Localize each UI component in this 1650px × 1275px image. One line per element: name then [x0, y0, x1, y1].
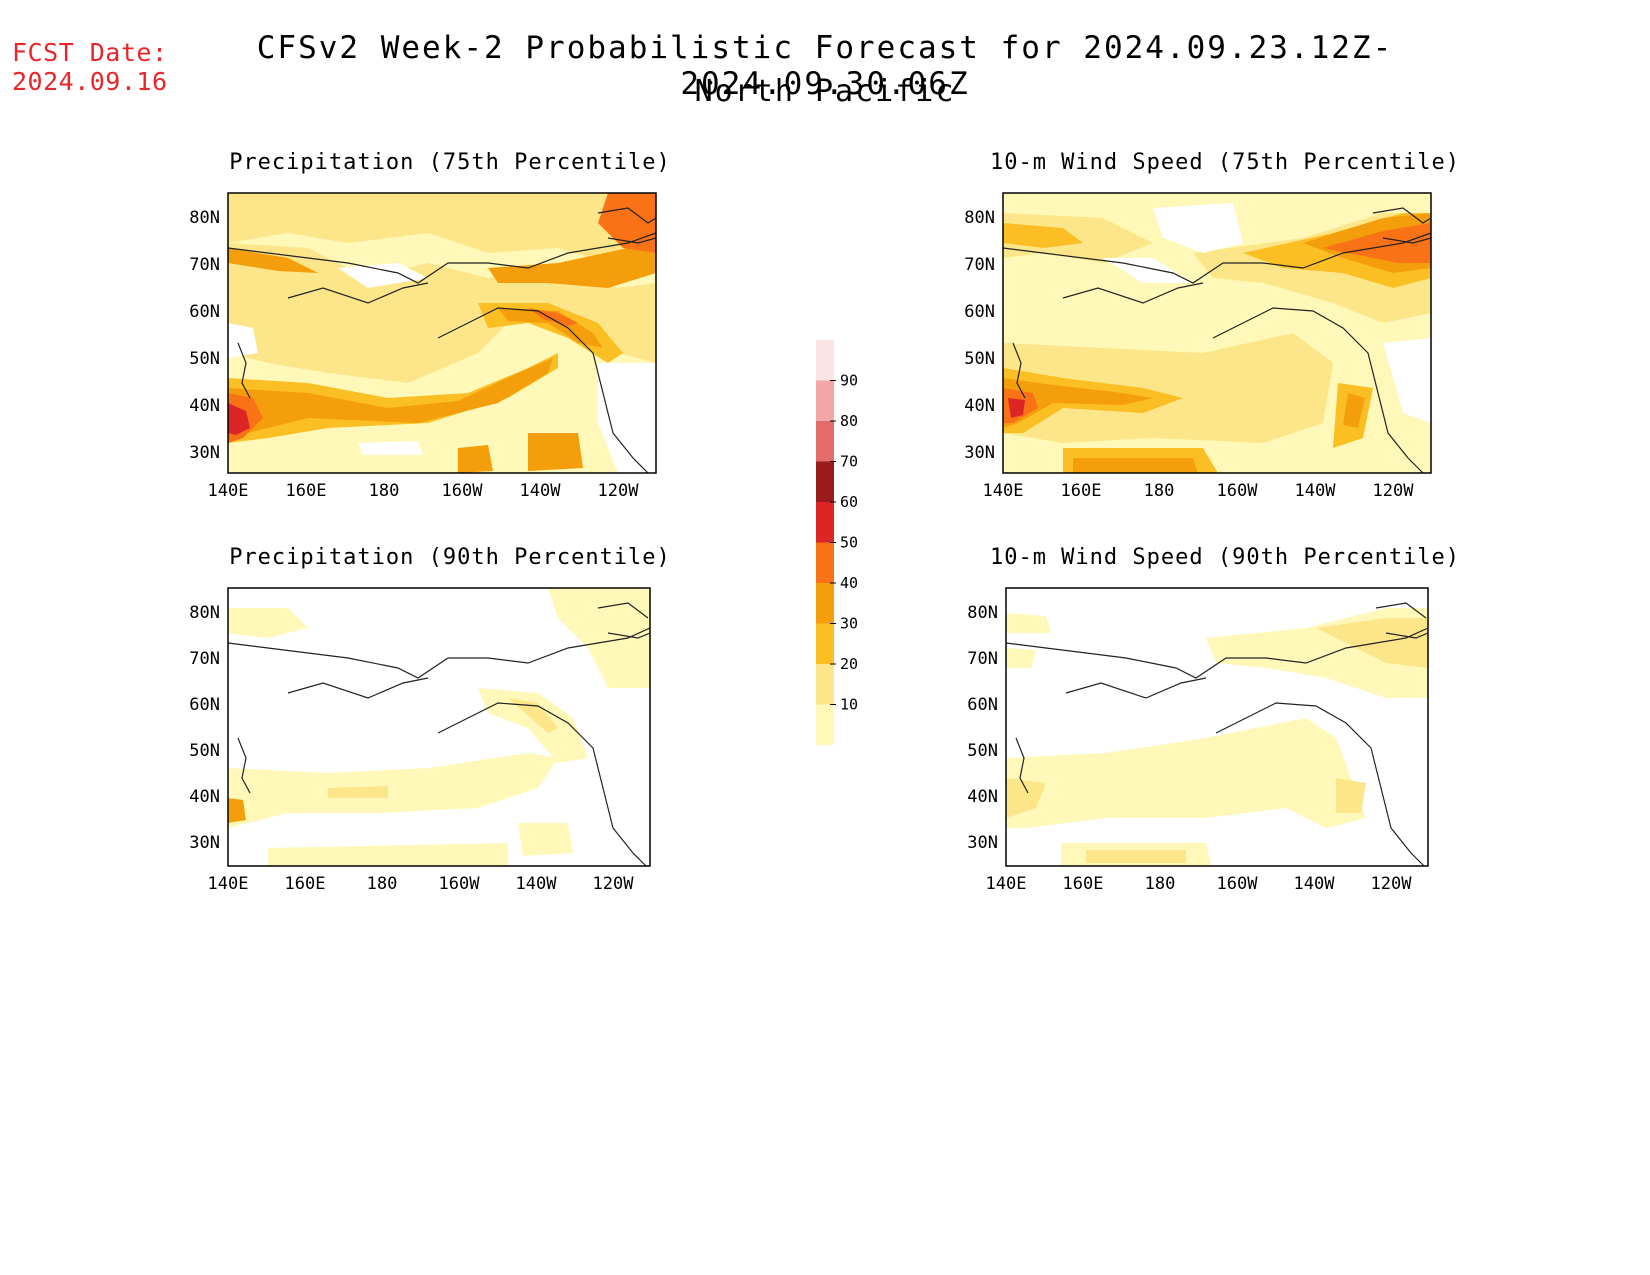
- lon-tick-140w: 140W: [520, 481, 562, 501]
- colorbar-label: 90: [840, 372, 858, 390]
- lon-tick-160e: 160E: [1063, 874, 1104, 894]
- colorbar-label: 60: [840, 493, 858, 511]
- lat-tick-80n: 80N: [189, 603, 220, 623]
- lon-tick-160w: 160W: [442, 481, 484, 501]
- region-subtitle: North Pacific: [694, 74, 956, 109]
- colorbar-swatch: [816, 461, 834, 502]
- lat-tick-30n: 30N: [189, 833, 220, 853]
- colorbar-swatch: [816, 421, 834, 462]
- lat-tick-60n: 60N: [967, 695, 998, 715]
- lon-tick-140e: 140E: [983, 481, 1024, 501]
- panel-precip-75: Precipitation (75th Percentile): [170, 150, 730, 530]
- lon-tick-120w: 120W: [598, 481, 640, 501]
- lat-tick-60n: 60N: [189, 695, 220, 715]
- colorbar-swatch: [816, 704, 834, 745]
- lat-tick-70n: 70N: [967, 649, 998, 669]
- colorbar-label: 30: [840, 615, 858, 633]
- lat-tick-30n: 30N: [189, 443, 220, 463]
- map-wind-90: 80N 70N 60N 50N 40N 30N 140E 160E 180 16…: [967, 587, 1429, 894]
- colorbar-swatch: [816, 542, 834, 583]
- fcst-date-label: FCST Date:: [12, 38, 168, 67]
- lon-tick-180: 180: [367, 874, 398, 894]
- lat-tick-80n: 80N: [964, 208, 995, 228]
- lat-tick-50n: 50N: [189, 741, 220, 761]
- colorbar-swatch: [816, 664, 834, 705]
- colorbar-swatch: [816, 340, 834, 381]
- lat-tick-40n: 40N: [967, 787, 998, 807]
- lon-tick-140w: 140W: [1294, 874, 1336, 894]
- lon-tick-160e: 160E: [286, 481, 327, 501]
- forecast-date-block: FCST Date: 2024.09.16: [12, 38, 168, 96]
- lat-tick-70n: 70N: [189, 649, 220, 669]
- lat-tick-80n: 80N: [967, 603, 998, 623]
- lon-tick-160e: 160E: [285, 874, 326, 894]
- panel-precip-90: Precipitation (90th Percentile) 80N: [170, 545, 730, 925]
- lon-tick-140w: 140W: [516, 874, 558, 894]
- colorbar-label: 20: [840, 655, 858, 673]
- lat-tick-50n: 50N: [964, 349, 995, 369]
- lon-tick-120w: 120W: [593, 874, 635, 894]
- map-precip-75: 80N 70N 60N 50N 40N 30N 140E 160E 180 16…: [189, 192, 657, 501]
- colorbar-swatch: [816, 380, 834, 421]
- colorbar-swatch: [816, 502, 834, 543]
- colorbar: 10 20 30 40 50 60 70 80 90: [816, 340, 858, 745]
- panel-wind-90: 10-m Wind Speed (90th Percentile) 80N: [945, 545, 1505, 925]
- colorbar-label: 50: [840, 534, 858, 552]
- colorbar-swatch: [816, 623, 834, 664]
- panel-title: 10-m Wind Speed (75th Percentile): [989, 150, 1461, 175]
- lat-tick-60n: 60N: [964, 302, 995, 322]
- colorbar-label: 40: [840, 574, 858, 592]
- colorbar-label: 10: [840, 696, 858, 714]
- main-title: CFSv2 Week-2 Probabilistic Forecast for …: [256, 30, 1394, 102]
- lat-tick-30n: 30N: [964, 443, 995, 463]
- panel-title: Precipitation (90th Percentile): [229, 545, 671, 570]
- lat-tick-70n: 70N: [964, 255, 995, 275]
- colorbar-label: 80: [840, 412, 858, 430]
- lat-tick-60n: 60N: [189, 302, 220, 322]
- map-wind-75: 80N 70N 60N 50N 40N 30N 140E 160E 180 16…: [964, 192, 1432, 501]
- lon-tick-180: 180: [369, 481, 400, 501]
- lat-tick-50n: 50N: [189, 349, 220, 369]
- lon-tick-160e: 160E: [1061, 481, 1102, 501]
- lon-tick-180: 180: [1144, 481, 1175, 501]
- fcst-date-value: 2024.09.16: [12, 67, 168, 96]
- lon-tick-140e: 140E: [208, 874, 249, 894]
- lat-tick-80n: 80N: [189, 208, 220, 228]
- colorbar-swatch: [816, 583, 834, 624]
- lat-tick-40n: 40N: [964, 396, 995, 416]
- panel-wind-75: 10-m Wind Speed (75th Percentile): [945, 150, 1505, 530]
- lat-tick-40n: 40N: [189, 396, 220, 416]
- lon-tick-140e: 140E: [208, 481, 249, 501]
- lon-tick-140w: 140W: [1295, 481, 1337, 501]
- panel-title: Precipitation (75th Percentile): [229, 150, 671, 175]
- lon-tick-120w: 120W: [1371, 874, 1413, 894]
- lon-tick-160w: 160W: [1217, 874, 1259, 894]
- lon-tick-160w: 160W: [1217, 481, 1259, 501]
- lon-tick-140e: 140E: [986, 874, 1027, 894]
- panel-title: 10-m Wind Speed (90th Percentile): [989, 545, 1461, 570]
- lat-tick-40n: 40N: [189, 787, 220, 807]
- lat-tick-70n: 70N: [189, 255, 220, 275]
- lon-tick-120w: 120W: [1373, 481, 1415, 501]
- lon-tick-160w: 160W: [439, 874, 481, 894]
- lat-tick-50n: 50N: [967, 741, 998, 761]
- colorbar-label: 70: [840, 453, 858, 471]
- lat-tick-30n: 30N: [967, 833, 998, 853]
- lon-tick-180: 180: [1145, 874, 1176, 894]
- map-precip-90: 80N 70N 60N 50N 40N 30N 140E 160E 180 16…: [189, 587, 651, 894]
